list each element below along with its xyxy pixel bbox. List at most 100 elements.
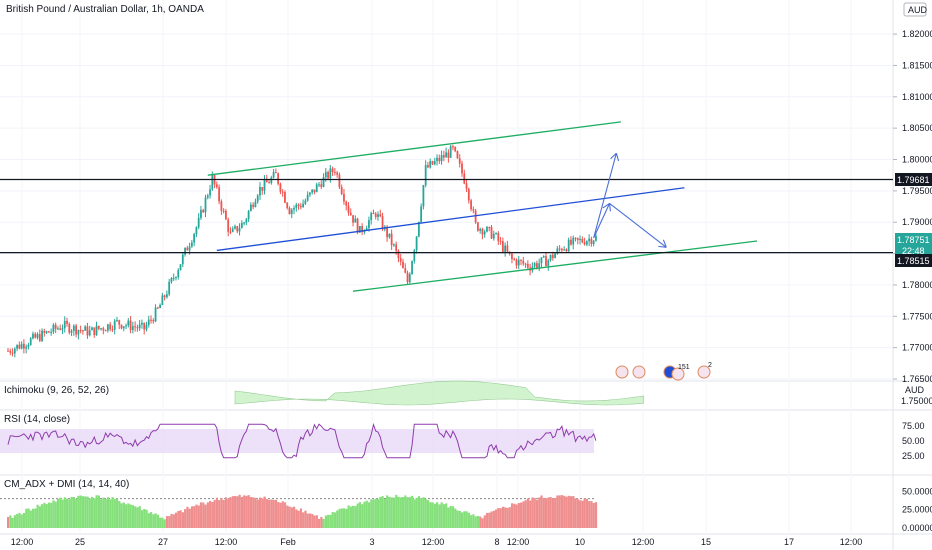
candle-body	[66, 320, 68, 324]
candle-body	[479, 228, 482, 231]
adx-bar	[454, 508, 457, 528]
adx-bar	[320, 516, 323, 528]
event-marker-icon[interactable]	[697, 365, 711, 379]
adx-bar	[492, 510, 495, 528]
currency-badge[interactable]: AUD	[908, 5, 928, 15]
adx-bar	[31, 508, 35, 528]
adx-bar	[372, 499, 375, 528]
adx-bar	[531, 497, 534, 528]
candle-body	[52, 324, 55, 332]
candle-body	[236, 226, 239, 232]
candle-body	[590, 238, 593, 244]
candle-body	[370, 213, 373, 221]
flag-event-count: 151	[678, 364, 690, 371]
adx-bar	[588, 501, 591, 528]
candle-body	[82, 330, 84, 332]
candle-body	[245, 219, 248, 223]
event-marker-icon[interactable]	[632, 365, 646, 379]
candle-body	[492, 233, 495, 239]
adx-bar	[163, 519, 166, 528]
adx-bar	[213, 500, 216, 528]
adx-bar	[177, 511, 180, 528]
candle-body	[54, 324, 57, 329]
candle-body	[397, 250, 400, 259]
candle-body	[295, 204, 298, 209]
adx-bar	[495, 509, 498, 528]
candle-body	[150, 319, 152, 321]
candle-body	[585, 241, 588, 245]
adx-bar	[317, 518, 321, 528]
event-markers[interactable]: 151 2	[615, 362, 712, 381]
candle-body	[286, 202, 289, 208]
adx-bar	[565, 496, 568, 528]
adx-bar	[11, 517, 14, 528]
rsi-tick-label: 50.00	[902, 436, 925, 446]
candle-body	[318, 184, 320, 186]
ichimoku-label: Ichimoku (9, 26, 52, 26)	[4, 385, 109, 396]
adx-bar	[95, 495, 98, 528]
adx-bar	[563, 495, 566, 528]
adx-bar	[479, 516, 482, 528]
candle-body	[20, 343, 23, 349]
adx-bar	[204, 504, 207, 528]
adx-bar	[497, 507, 500, 528]
adx-bar	[549, 497, 552, 528]
candle-body	[29, 338, 32, 345]
adx-bar	[172, 514, 175, 528]
adx-bar	[281, 501, 284, 528]
candle-body	[588, 238, 591, 242]
adx-bar	[288, 506, 291, 528]
event-marker-icon[interactable]	[671, 367, 685, 381]
adx-bar	[347, 505, 350, 528]
indicator-panes	[0, 380, 644, 528]
candle-body	[190, 242, 193, 247]
adx-bar	[274, 499, 278, 528]
candle-body	[524, 263, 527, 265]
currency-badge-box[interactable]	[903, 2, 927, 17]
candle-body	[227, 219, 230, 232]
adx-bar	[41, 504, 44, 528]
adx-bar	[279, 502, 282, 528]
event-marker-icon[interactable]	[615, 365, 629, 379]
candle-body	[576, 237, 579, 240]
adx-bar	[258, 497, 262, 528]
adx-bar	[392, 497, 396, 528]
price-tick-label: 1.79000	[902, 217, 932, 227]
adx-bar	[542, 497, 545, 528]
adx-bar	[97, 495, 100, 528]
adx-bar	[476, 515, 480, 528]
adx-bar	[38, 506, 41, 528]
adx-bar	[102, 497, 105, 528]
price-tick-label: 1.77500	[902, 311, 932, 321]
ichimoku-axis-tick: 1.75000	[901, 396, 932, 406]
candle-body	[345, 201, 348, 206]
candle-body	[261, 186, 264, 191]
candle-body	[299, 205, 302, 208]
adx-bar	[147, 513, 150, 528]
candle-body	[533, 263, 536, 267]
adx-bar	[383, 498, 387, 528]
candle-body	[100, 328, 102, 330]
adx-bar	[100, 499, 103, 528]
adx-bar	[538, 497, 541, 528]
candle-body	[329, 168, 332, 179]
adx-tick-label: 0.00000	[902, 523, 932, 533]
candle-body	[118, 320, 121, 325]
adx-tick-label: 50.00000	[902, 486, 932, 496]
candle-body	[413, 250, 416, 262]
adx-bar	[75, 498, 78, 528]
candle-body	[481, 228, 484, 235]
level-low-label-box	[895, 254, 932, 267]
adx-bar	[131, 505, 135, 528]
adx-bar	[406, 497, 409, 528]
candle-body	[306, 194, 309, 201]
candle-body	[240, 223, 243, 229]
adx-bar	[150, 512, 153, 528]
price-tick-label: 1.81000	[902, 92, 932, 102]
candle-body	[159, 305, 161, 309]
candle-body	[209, 189, 211, 196]
adx-bar	[59, 497, 62, 528]
adx-bar	[106, 497, 110, 528]
adx-bar	[365, 500, 368, 528]
